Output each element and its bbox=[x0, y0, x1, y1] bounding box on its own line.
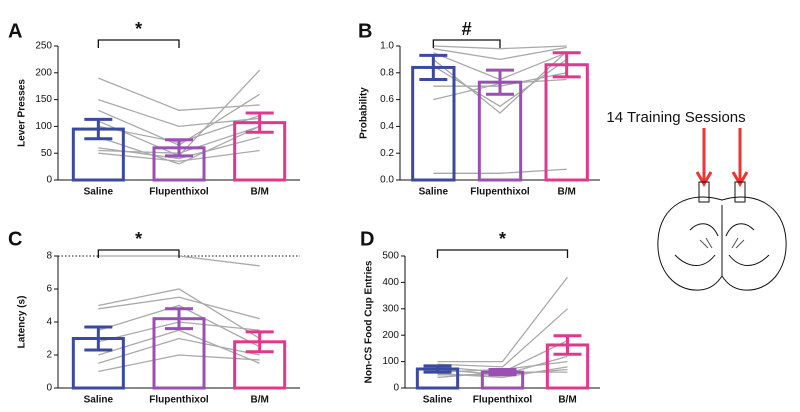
subject-line bbox=[437, 276, 569, 363]
y-tick-label: 250 bbox=[35, 41, 52, 52]
brain-diagram bbox=[657, 128, 787, 291]
y-tick-label: 200 bbox=[382, 330, 399, 341]
y-axis-label: Probability bbox=[359, 87, 370, 139]
subject-line bbox=[98, 337, 260, 364]
y-tick-label: 1.0 bbox=[380, 41, 394, 52]
panel-label: C bbox=[8, 228, 22, 250]
significance-mark: # bbox=[462, 19, 472, 39]
subject-line bbox=[98, 354, 260, 373]
y-tick-label: 0.4 bbox=[380, 121, 394, 132]
subject-line bbox=[98, 304, 260, 348]
panel-label: B bbox=[358, 20, 372, 42]
y-tick-label: 2 bbox=[46, 350, 52, 361]
significance-bracket bbox=[97, 39, 180, 48]
subject-line bbox=[432, 58, 568, 108]
y-tick-label: 500 bbox=[382, 251, 399, 262]
x-tick-label: Saline bbox=[84, 187, 114, 198]
y-axis-label: Non-CS Food Cup Entries bbox=[364, 260, 375, 383]
x-tick-label: B/M bbox=[557, 187, 575, 198]
subject-line bbox=[433, 45, 567, 50]
panel-label: A bbox=[8, 20, 22, 42]
subject-line bbox=[433, 168, 567, 174]
subject-line bbox=[437, 308, 568, 368]
x-tick-label: B/M bbox=[558, 395, 576, 406]
x-tick-label: Saline bbox=[423, 395, 453, 406]
y-tick-label: 8 bbox=[46, 251, 52, 262]
bar bbox=[411, 65, 456, 182]
x-tick-label: B/M bbox=[250, 395, 268, 406]
bar bbox=[544, 63, 589, 182]
significance-bracket bbox=[436, 249, 569, 258]
y-tick-label: 0.2 bbox=[380, 148, 394, 159]
y-tick-label: 150 bbox=[35, 94, 52, 105]
x-tick-label: Saline bbox=[84, 395, 114, 406]
subject-line bbox=[432, 50, 568, 114]
subject-line bbox=[98, 329, 260, 364]
subject-line bbox=[433, 46, 567, 61]
y-tick-label: 0 bbox=[46, 383, 52, 394]
subject-line bbox=[98, 149, 260, 162]
diagram-label: 14 Training Sessions bbox=[606, 109, 745, 126]
subject-line bbox=[98, 77, 260, 111]
significance-bracket bbox=[97, 249, 180, 258]
x-tick-label: Flupenthixol bbox=[149, 395, 209, 406]
panel-label: D bbox=[360, 228, 374, 250]
subject-line bbox=[98, 288, 261, 340]
significance-mark: * bbox=[499, 229, 506, 249]
x-tick-label: Flupenthixol bbox=[149, 187, 209, 198]
y-tick-label: 0.0 bbox=[380, 175, 394, 186]
significance-mark: * bbox=[135, 229, 142, 249]
y-axis-label: Latency (s) bbox=[17, 296, 28, 349]
subject-line bbox=[98, 98, 260, 128]
y-tick-label: 0.6 bbox=[380, 94, 394, 105]
y-tick-label: 0 bbox=[393, 383, 399, 394]
subject-line bbox=[98, 296, 260, 320]
significance-bracket bbox=[432, 39, 501, 48]
x-tick-label: Flupenthixol bbox=[470, 187, 530, 198]
y-tick-label: 100 bbox=[382, 356, 399, 367]
y-tick-label: 0 bbox=[46, 175, 52, 186]
y-axis-label: Lever Presses bbox=[17, 79, 28, 147]
y-tick-label: 200 bbox=[35, 67, 52, 78]
x-tick-label: Saline bbox=[419, 187, 449, 198]
significance-mark: * bbox=[135, 19, 142, 39]
y-tick-label: 6 bbox=[46, 284, 52, 295]
y-tick-label: 4 bbox=[46, 317, 52, 328]
y-tick-label: 300 bbox=[382, 303, 399, 314]
y-tick-label: 100 bbox=[35, 121, 52, 132]
y-tick-label: 50 bbox=[41, 148, 53, 159]
subject-line bbox=[98, 125, 260, 165]
y-tick-label: 0.8 bbox=[380, 67, 394, 78]
x-tick-label: Flupenthixol bbox=[473, 395, 533, 406]
y-tick-label: 400 bbox=[382, 277, 399, 288]
x-tick-label: B/M bbox=[250, 187, 268, 198]
